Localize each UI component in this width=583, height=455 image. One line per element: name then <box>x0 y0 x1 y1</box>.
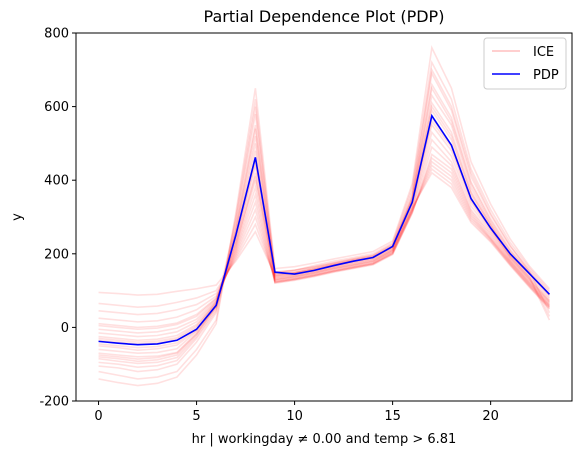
ice-line-10 <box>98 138 551 342</box>
ice-line-19 <box>98 67 551 352</box>
chart-title: Partial Dependence Plot (PDP) <box>204 7 445 26</box>
x-tick-label-0: 0 <box>94 409 102 424</box>
x-tick-label-10: 10 <box>286 409 303 424</box>
x-tick-label-5: 5 <box>192 409 200 424</box>
ice-line-16 <box>98 167 551 309</box>
y-tick-label-400: 400 <box>44 174 69 189</box>
x-tick-label-20: 20 <box>482 409 499 424</box>
ice-line-20 <box>98 104 551 343</box>
ice-line-18 <box>98 45 551 387</box>
ice-lines-group <box>98 45 551 387</box>
legend-box <box>483 37 567 90</box>
y-axis-title: y <box>10 213 25 221</box>
ice-line-12 <box>98 153 551 334</box>
ice-line-2 <box>98 71 551 373</box>
ice-line-14 <box>98 160 551 323</box>
legend: ICE PDP <box>483 37 567 90</box>
ice-line-3 <box>98 82 551 368</box>
ice-line-22 <box>98 85 551 360</box>
ice-line-11 <box>98 145 551 338</box>
y-tick-label-200: 200 <box>44 247 69 262</box>
x-axis-title: hr | workingday ≠ 0.00 and temp > 6.81 <box>192 432 457 447</box>
x-tick-label-15: 15 <box>384 409 401 424</box>
y-tick-label-600: 600 <box>44 100 69 115</box>
pdp-line-group <box>98 113 551 346</box>
ice-line-21 <box>98 119 551 331</box>
y-tick-label-0: 0 <box>61 321 69 336</box>
legend-label-pdp: PDP <box>533 68 559 83</box>
pdp-line <box>98 113 551 346</box>
ice-line-1 <box>98 59 551 380</box>
ice-line-15 <box>98 164 551 316</box>
ice-line-17 <box>98 171 551 310</box>
x-axis-ticks: 0 5 10 15 20 <box>94 401 499 424</box>
ice-line-6 <box>98 108 551 358</box>
y-axis-ticks: -200 0 200 400 600 800 <box>39 27 76 410</box>
ice-line-5 <box>98 100 551 363</box>
ice-line-8 <box>98 123 551 349</box>
ice-line-9 <box>98 130 551 345</box>
ice-line-13 <box>98 156 551 329</box>
legend-label-ice: ICE <box>533 45 554 60</box>
y-tick-label-800: 800 <box>44 27 69 42</box>
y-tick-label--200: -200 <box>39 395 69 410</box>
plot-frame <box>75 32 573 402</box>
